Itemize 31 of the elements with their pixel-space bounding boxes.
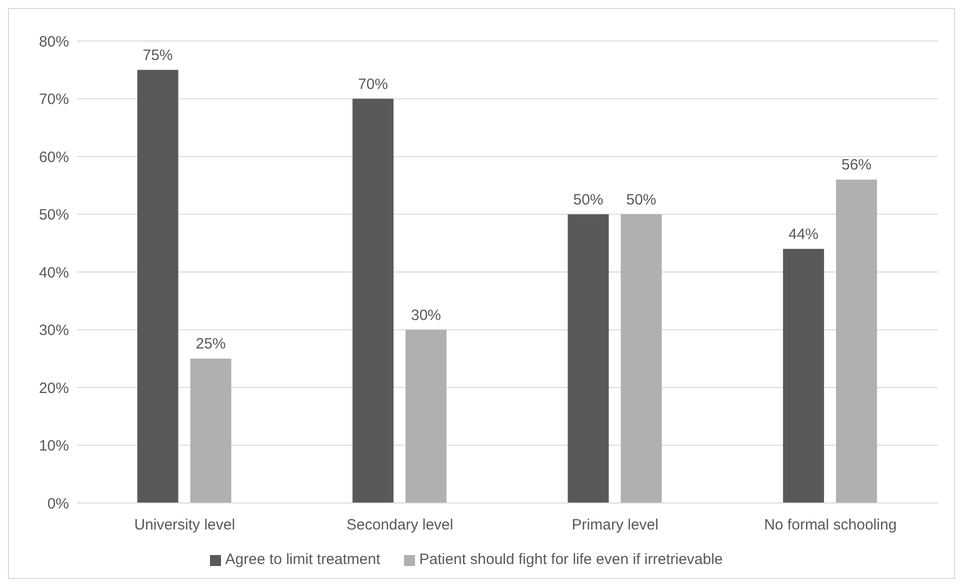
data-label: 25% (196, 336, 226, 353)
bar (137, 70, 178, 503)
bar (836, 180, 878, 503)
data-label: 70% (358, 76, 388, 93)
data-label: 30% (411, 306, 442, 324)
x-tick-label: No formal schooling (764, 516, 897, 534)
y-tick-label: 30% (38, 322, 69, 340)
x-tick-label: Primary level (572, 516, 658, 534)
data-label: 50% (573, 191, 604, 208)
bar (568, 214, 609, 503)
bar (190, 358, 232, 503)
y-tick-label: 50% (38, 206, 69, 224)
bar (620, 214, 662, 503)
y-tick-label: 10% (38, 438, 69, 455)
y-tick-label: 60% (38, 148, 69, 166)
bar (406, 330, 447, 503)
y-tick-label: 40% (38, 264, 69, 282)
bar (783, 248, 824, 503)
legend-label: Agree to limit treatment (225, 551, 380, 568)
data-label: 75% (142, 46, 173, 64)
data-label: 56% (842, 156, 872, 174)
y-tick-label: 20% (38, 380, 69, 397)
y-tick-label: 70% (38, 91, 69, 108)
x-tick-label: University level (134, 516, 236, 534)
y-tick-label: 0% (47, 495, 69, 512)
y-tick-label: 80% (38, 33, 69, 50)
data-label: 44% (788, 226, 819, 243)
legend-label: Patient should fight for life even if irretrievable (419, 551, 723, 568)
bar (352, 98, 394, 503)
x-tick-label: Secondary level (346, 516, 454, 534)
data-label: 50% (626, 191, 656, 208)
